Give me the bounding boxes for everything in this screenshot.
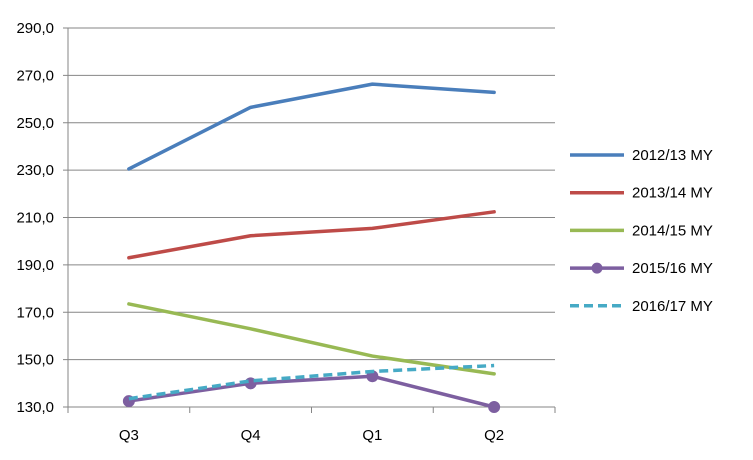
data-point [488, 401, 501, 413]
y-tick-label: 150,0 [16, 352, 54, 369]
x-tick-label: Q4 [241, 427, 261, 444]
series-line [128, 363, 495, 401]
y-tick-label: 170,0 [16, 304, 54, 321]
y-tick-label: 230,0 [16, 162, 54, 179]
y-tick-label: 290,0 [16, 20, 54, 37]
series-line [127, 374, 496, 409]
x-tick-label: Q2 [484, 427, 504, 444]
x-tick-label: Q1 [362, 427, 382, 444]
legend-label: 2014/15 MY [632, 222, 713, 239]
series-line [127, 210, 496, 260]
y-tick-label: 190,0 [16, 257, 54, 274]
series-line [127, 82, 496, 171]
y-tick-label: 270,0 [16, 67, 54, 84]
legend-label: 2012/13 MY [632, 147, 713, 164]
legend-marker [591, 262, 603, 274]
y-tick-label: 250,0 [16, 115, 54, 132]
legend-label: 2015/16 MY [632, 260, 713, 277]
x-tick-label: Q3 [119, 427, 139, 444]
series-line [127, 302, 496, 376]
y-tick-label: 210,0 [16, 210, 54, 227]
legend-label: 2016/17 MY [632, 298, 713, 315]
legend-label: 2013/14 MY [632, 185, 713, 202]
y-tick-label: 130,0 [16, 399, 54, 416]
